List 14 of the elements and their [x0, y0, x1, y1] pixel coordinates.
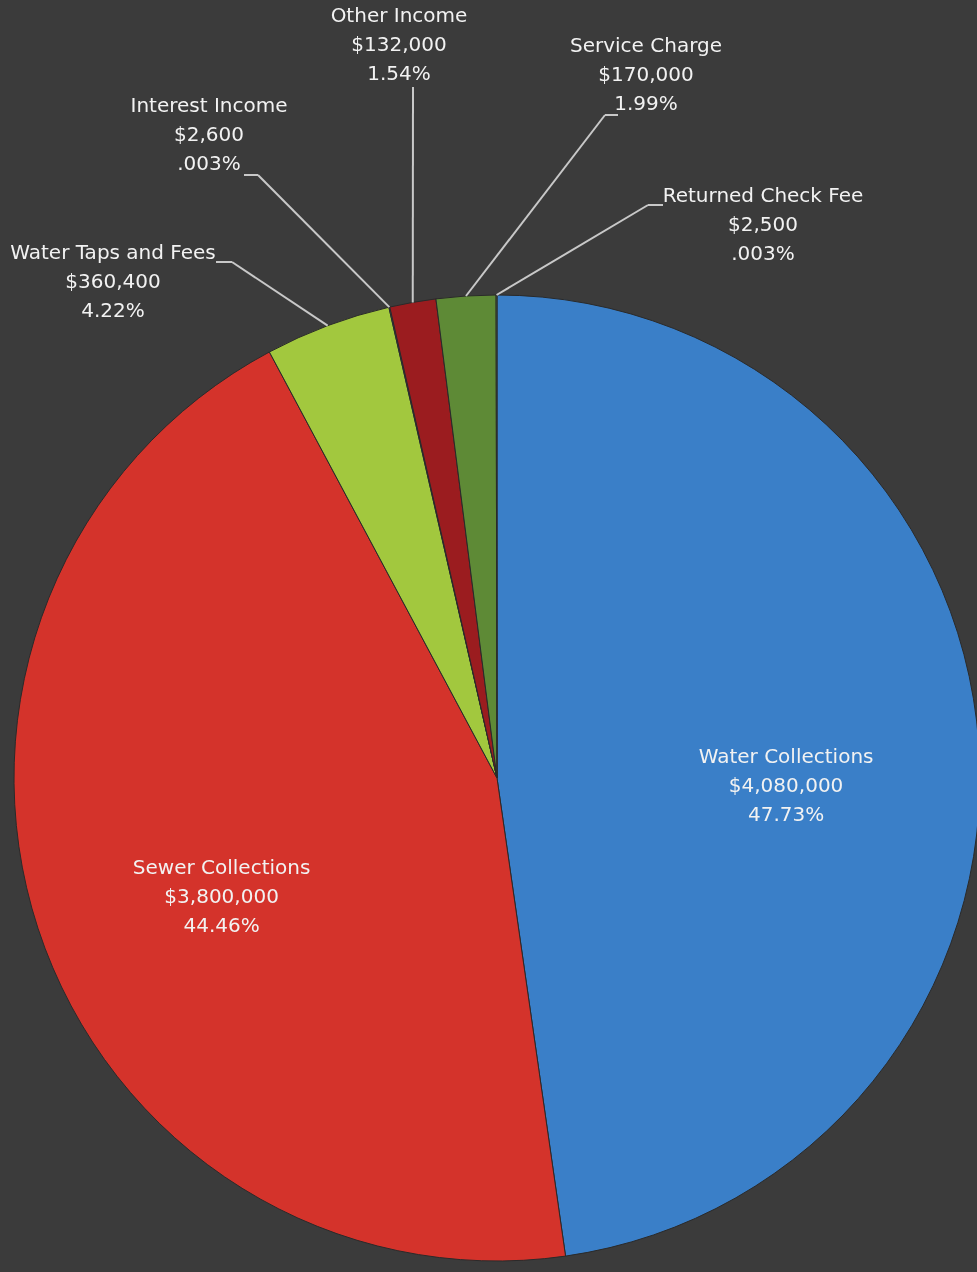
- slice-label: Returned Check Fee: [662, 183, 864, 207]
- data-label: $4,080,000 47.73%: [728, 773, 844, 827]
- slice-label: Other Income: [330, 3, 468, 27]
- data-label: $2,600 .003%: [174, 122, 244, 175]
- slice-label: Service Charge: [569, 33, 723, 57]
- data-label: $170,000 1.99%: [598, 62, 694, 115]
- slice-label: Sewer Collections: [132, 855, 311, 880]
- data-label: $132,000 1.54%: [351, 32, 447, 85]
- slice-label: Water Taps and Fees: [10, 240, 216, 264]
- data-label: $2,500 .003%: [728, 212, 798, 265]
- slice-label: Interest Income: [130, 93, 288, 117]
- data-label: $360,400 4.22%: [65, 269, 161, 322]
- data-label: $3,800,000 44.46%: [164, 884, 279, 938]
- slice-label: Water Collections: [698, 744, 874, 769]
